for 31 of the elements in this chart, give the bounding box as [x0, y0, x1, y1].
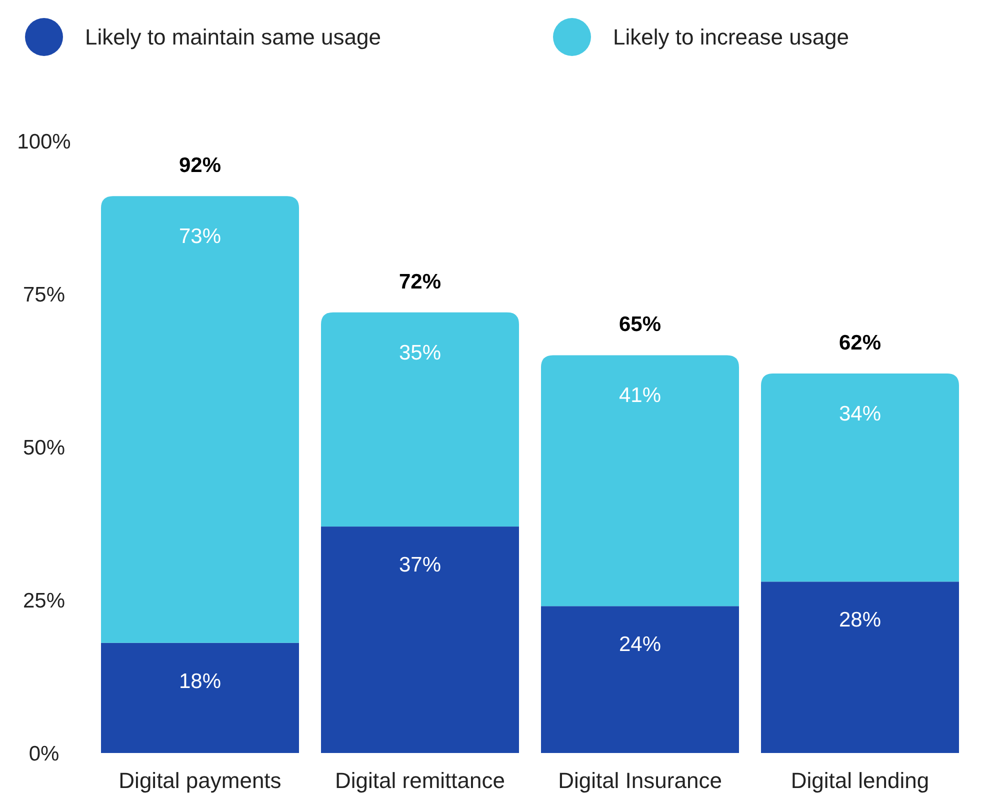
y-tick-label: 100% [17, 130, 71, 154]
bar [101, 196, 299, 643]
bar [321, 312, 519, 527]
data-label: 28% [838, 608, 882, 632]
data-label: 18% [178, 670, 222, 693]
x-tick-label: Digital remittance [335, 768, 505, 793]
x-tick-label: Digital Insurance [558, 768, 722, 793]
y-tick-label: 25% [22, 589, 66, 612]
data-label: 24% [618, 633, 662, 656]
bar [761, 374, 959, 582]
bar [761, 582, 959, 753]
total-label: 65% [618, 313, 662, 336]
y-tick-label: 75% [22, 283, 66, 306]
bar [541, 606, 739, 753]
total-label: 62% [838, 332, 882, 355]
data-label: 37% [398, 554, 442, 577]
data-label: 35% [398, 341, 442, 364]
bar [541, 355, 739, 606]
legend-label: Likely to maintain same usage [85, 24, 381, 50]
x-tick-label: Digital lending [790, 768, 930, 793]
x-tick-label: Digital payments [118, 768, 282, 793]
legend-label: Likely to increase usage [613, 24, 850, 50]
y-tick-label: 50% [22, 436, 66, 460]
y-tick-label: 0% [28, 742, 60, 766]
data-label: 34% [838, 402, 882, 426]
bar [321, 526, 519, 753]
data-label: 41% [618, 384, 662, 408]
total-label: 72% [398, 270, 442, 294]
bar [101, 642, 299, 753]
data-label: 73% [178, 225, 222, 248]
total-label: 92% [178, 154, 222, 178]
